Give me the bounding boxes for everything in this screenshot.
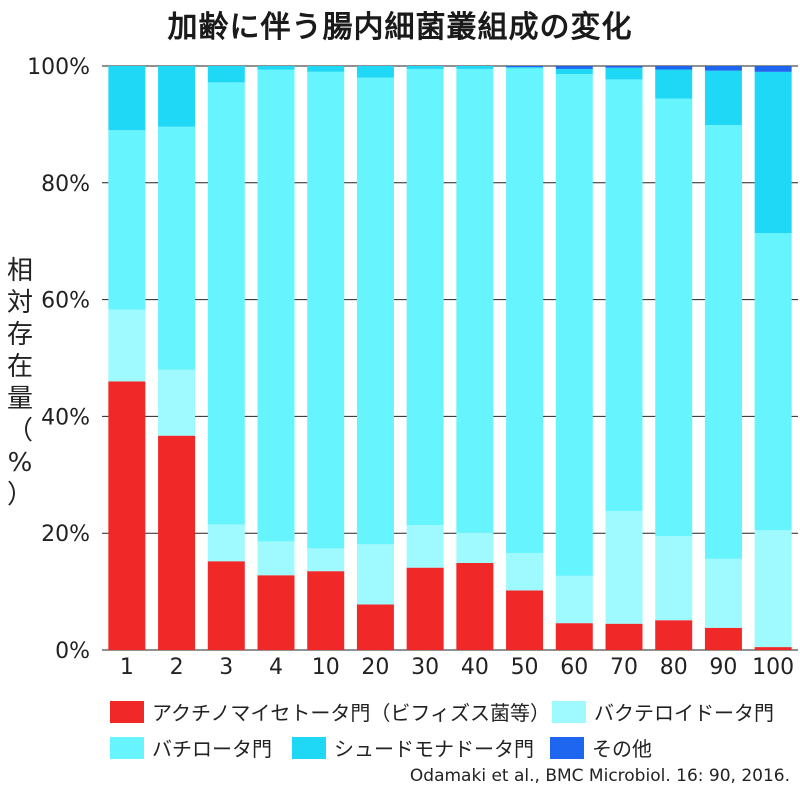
y-tick-label: 60% [41,289,90,314]
y-axis-label-char: 在 [6,352,33,382]
bar-segment-firmicutes [704,124,742,559]
y-axis-label-char: 量 [6,384,33,414]
bar-segment-actinobacteria [108,381,146,650]
bar-segment-bacteroidetes [754,530,792,648]
bar-segment-bacteroidetes [456,532,494,563]
bar-segment-other [655,66,693,70]
bar-segment-bacteroidetes [356,544,394,605]
bar-segment-bacteroidetes [555,575,593,624]
x-tick-label: 100 [752,655,794,680]
bar-segment-other [704,66,742,71]
bar-segment-bacteroidetes [704,558,742,628]
x-tick-label: 4 [269,655,283,680]
x-tick-label: 30 [411,655,439,680]
bar-segment-actinobacteria [754,647,792,650]
bar-segment-firmicutes [456,68,494,533]
bar-segment-firmicutes [207,82,245,525]
bar-segment-firmicutes [356,77,394,545]
bar-segment-actinobacteria [555,623,593,650]
bar-segment-firmicutes [108,130,146,310]
bar-segment-proteobacteria [406,66,444,69]
x-tick-label: 80 [660,655,688,680]
x-tick-label: 3 [219,655,233,680]
bar-segment-bacteroidetes [307,548,345,572]
bar-segment-proteobacteria [158,66,196,127]
bar-segment-actinobacteria [704,627,742,650]
bar-segment-bacteroidetes [108,309,146,382]
x-tick-label: 1 [120,655,134,680]
chart-title: 加齢に伴う腸内細菌叢組成の変化 [167,10,633,45]
bar-segment-other [605,66,643,68]
bar-segment-actinobacteria [605,623,643,650]
bar-segment-bacteroidetes [605,511,643,624]
bar-segment-proteobacteria [506,67,544,69]
bar-segment-proteobacteria [307,66,345,72]
bar-segment-proteobacteria [754,71,792,234]
bar-segment-proteobacteria [356,66,394,78]
bar-segment-actinobacteria [158,435,196,650]
x-tick-label: 70 [610,655,638,680]
bar-segment-bacteroidetes [506,553,544,591]
x-tick-label: 2 [170,655,184,680]
x-tick-label: 40 [461,655,489,680]
bar-segment-bacteroidetes [406,525,444,568]
bar-segment-other [754,66,792,72]
y-tick-label: 80% [41,172,90,197]
bar-segment-other [506,66,544,68]
x-tick-label: 10 [312,655,340,680]
y-axis-label-char: （ [6,416,33,446]
x-tick-label: 20 [361,655,389,680]
bar-segment-proteobacteria [456,66,494,69]
y-tick-label: 40% [41,405,90,430]
bar-segment-proteobacteria [555,68,593,75]
bar-segment-firmicutes [257,69,295,542]
y-axis-label-char: % [7,448,33,478]
bar-segment-firmicutes [307,71,345,549]
y-axis-label-char: 相 [6,256,33,286]
y-tick-label: 100% [27,55,90,80]
bar-segment-firmicutes [506,68,544,554]
x-tick-label: 60 [560,655,588,680]
bar-segment-firmicutes [605,79,643,512]
bar-segment-firmicutes [754,233,792,531]
y-axis-label: 相 対 存 在 量 （ % ） [2,255,38,511]
y-axis-label-char: 存 [6,320,33,350]
bar-segment-bacteroidetes [655,536,693,621]
x-tick-label: 90 [709,655,737,680]
bar-segment-firmicutes [158,126,196,370]
bar-segment-bacteroidetes [257,541,295,576]
y-tick-label: 20% [41,522,90,547]
bar-segment-firmicutes [655,98,693,537]
bar-segment-proteobacteria [605,67,643,80]
bar-segment-proteobacteria [655,69,693,99]
source-citation: Odamaki et al., BMC Microbiol. 16: 90, 2… [409,766,790,786]
bar-segment-proteobacteria [704,70,742,125]
bar-segment-actinobacteria [506,590,544,650]
bar-segment-actinobacteria [307,571,345,650]
y-tick-label: 0% [55,639,90,664]
bar-segment-actinobacteria [655,620,693,650]
bar-segment-actinobacteria [257,575,295,650]
bar-segment-proteobacteria [108,66,146,131]
bar-segment-bacteroidetes [207,524,245,562]
bar-segment-actinobacteria [356,604,394,650]
y-axis-label-char: ） [6,480,33,510]
bar-segment-proteobacteria [257,66,295,70]
bar-segment-firmicutes [555,74,593,576]
y-axis-label-char: 対 [6,288,33,318]
bar-segment-firmicutes [406,68,444,526]
bar-segment-actinobacteria [406,567,444,650]
bar-segment-actinobacteria [456,562,494,650]
bar-segment-actinobacteria [207,561,245,650]
bar-segment-proteobacteria [207,66,245,83]
x-tick-label: 50 [511,655,539,680]
bar-segment-other [555,66,593,69]
bar-segment-bacteroidetes [158,369,196,436]
